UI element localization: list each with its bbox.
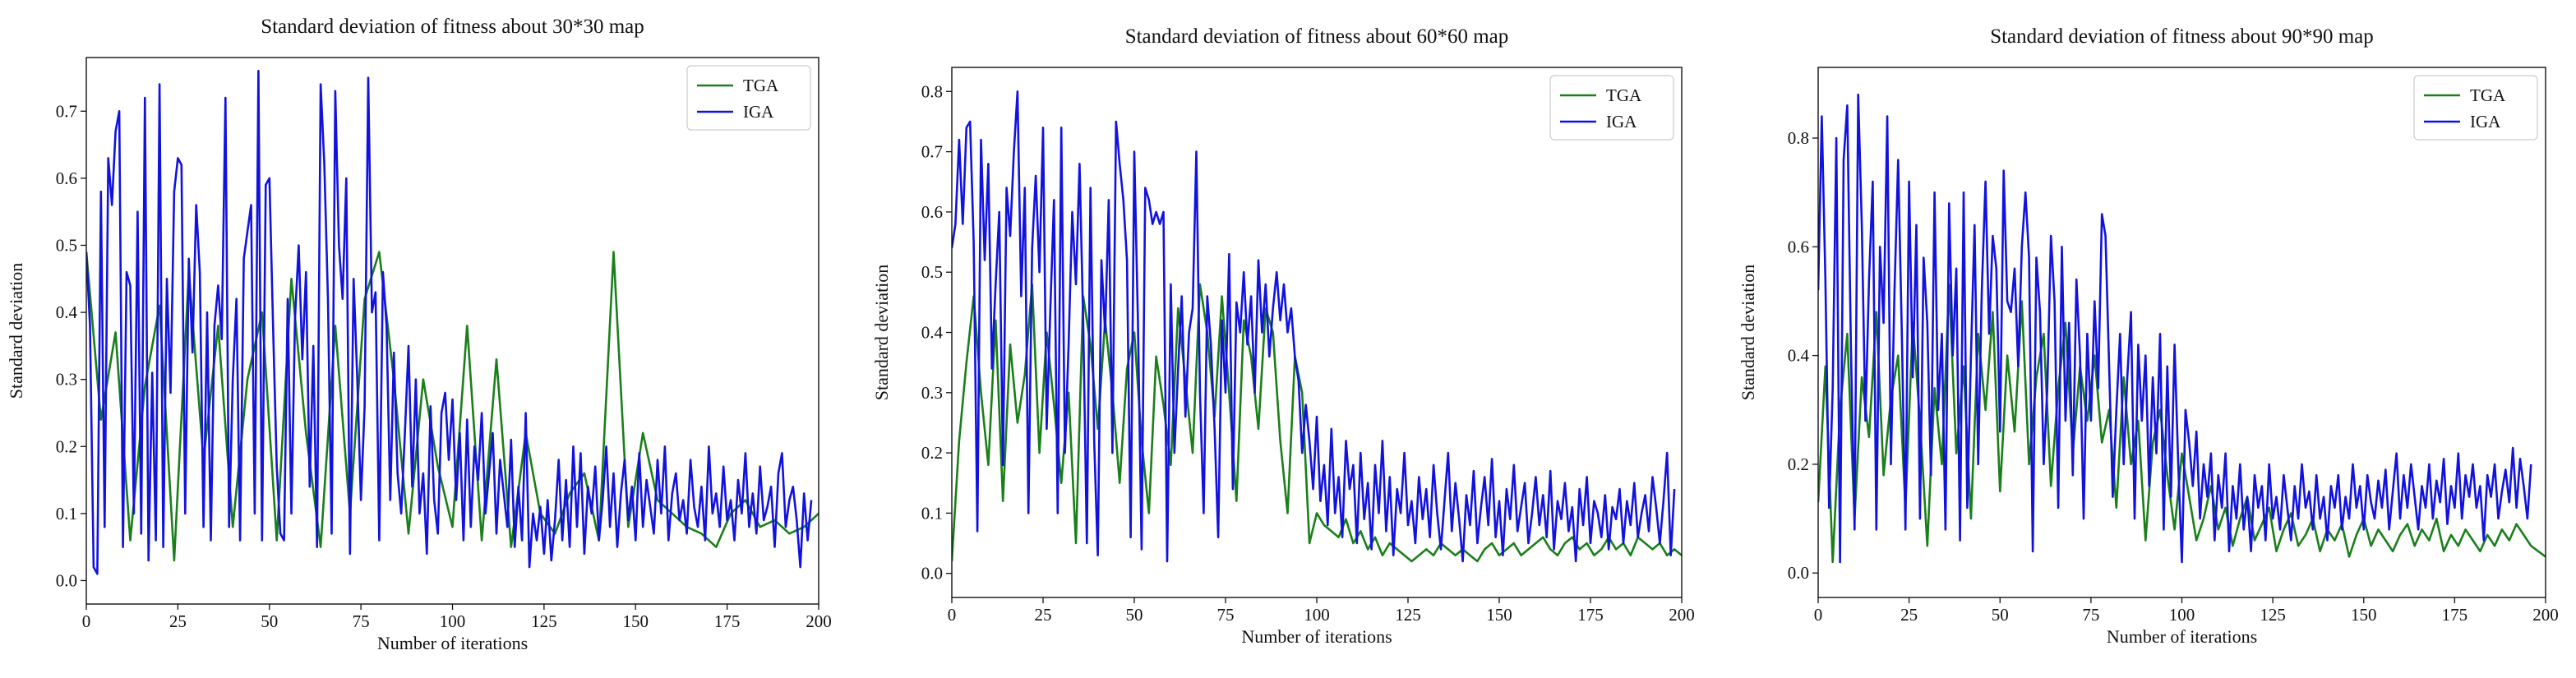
x-tick-label: 200 [2532, 605, 2559, 625]
y-tick-label: 0.5 [56, 235, 77, 255]
x-tick-label: 100 [2169, 605, 2195, 625]
y-tick-label: 0.2 [921, 443, 943, 463]
x-axis-label: Number of iterations [377, 633, 528, 653]
x-tick-label: 0 [82, 611, 91, 631]
series-group [952, 90, 1682, 563]
y-tick-label: 0.6 [1788, 237, 1809, 256]
x-tick-label: 100 [1304, 605, 1330, 625]
series-group [1818, 93, 2546, 564]
y-tick-label: 0.0 [56, 570, 77, 590]
chart-90x90: Standard deviation of fitness about 90*9… [1718, 0, 2576, 678]
x-tick-label: 50 [261, 611, 278, 631]
legend-label-tga: TGA [743, 76, 779, 95]
x-tick-label: 25 [1035, 605, 1052, 625]
x-tick-label: 150 [1486, 605, 1512, 625]
series-line-tga [952, 283, 1682, 563]
x-tick-label: 150 [623, 611, 649, 631]
x-tick-label: 125 [531, 611, 557, 631]
y-tick-label: 0.3 [921, 383, 943, 403]
x-tick-label: 50 [1992, 605, 2009, 625]
chart-30x30: Standard deviation of fitness about 30*3… [0, 0, 859, 678]
legend-label-iga: IGA [743, 102, 774, 122]
x-tick-label: 125 [2260, 605, 2286, 625]
x-tick-label: 75 [2082, 605, 2099, 625]
y-axis-label: Standard deviation [6, 263, 26, 399]
x-axis-label: Number of iterations [2107, 626, 2257, 647]
chart-60x60: Standard deviation of fitness about 60*6… [859, 0, 1718, 678]
chart-title: Standard deviation of fitness about 90*9… [1990, 25, 2374, 48]
y-tick-label: 0.5 [921, 262, 943, 282]
x-tick-label: 175 [2442, 605, 2468, 625]
legend-label-tga: TGA [2470, 85, 2506, 105]
y-tick-label: 0.8 [1788, 128, 1809, 148]
legend: TGA IGA [2413, 75, 2538, 141]
y-tick-label: 0.1 [921, 503, 943, 523]
legend: TGA IGA [686, 65, 811, 131]
y-tick-label: 0.4 [921, 323, 944, 343]
chart-svg: Standard deviation of fitness about 90*9… [1738, 25, 2559, 647]
x-tick-label: 75 [353, 611, 370, 631]
x-tick-label: 150 [2351, 605, 2377, 625]
x-tick-label: 200 [806, 611, 832, 631]
legend-box [1549, 75, 1674, 141]
y-tick-label: 0.2 [1788, 454, 1809, 474]
y-tick-label: 0.6 [56, 168, 77, 188]
x-tick-label: 200 [1669, 605, 1695, 625]
x-tick-label: 0 [1814, 605, 1823, 625]
x-tick-label: 175 [714, 611, 741, 631]
y-tick-label: 0.2 [56, 436, 77, 456]
y-tick-label: 0.8 [921, 81, 943, 101]
y-tick-label: 0.7 [921, 142, 943, 162]
chart-title: Standard deviation of fitness about 30*3… [261, 16, 644, 38]
y-axis-label: Standard deviation [1738, 265, 1758, 401]
y-tick-label: 0.0 [921, 564, 943, 583]
x-axis-label: Number of iterations [1241, 626, 1392, 647]
x-tick-label: 175 [1577, 605, 1604, 625]
x-tick-label: 100 [440, 611, 466, 631]
y-tick-label: 0.0 [1788, 563, 1809, 583]
x-tick-label: 75 [1217, 605, 1235, 625]
chart-svg: Standard deviation of fitness about 30*3… [6, 16, 832, 653]
x-tick-label: 50 [1126, 605, 1143, 625]
y-tick-label: 0.7 [56, 101, 77, 121]
legend-label-iga: IGA [2470, 112, 2501, 131]
y-tick-label: 0.6 [921, 202, 943, 222]
y-tick-label: 0.4 [1788, 346, 1810, 366]
y-axis-label: Standard deviation [871, 265, 892, 401]
legend-label-iga: IGA [1606, 112, 1637, 131]
x-tick-label: 25 [169, 611, 187, 631]
series-line-tga [1818, 284, 2546, 564]
y-tick-label: 0.1 [56, 504, 77, 523]
series-line-iga [1818, 93, 2532, 564]
chart-svg: Standard deviation of fitness about 60*6… [871, 25, 1695, 647]
legend-box [686, 65, 811, 131]
x-tick-label: 0 [948, 605, 957, 625]
series-group [86, 70, 819, 575]
legend-box [2413, 75, 2538, 141]
series-line-iga [952, 90, 1676, 563]
legend-label-tga: TGA [1606, 85, 1642, 105]
y-tick-label: 0.4 [56, 302, 78, 322]
chart-title: Standard deviation of fitness about 60*6… [1125, 25, 1509, 48]
legend: TGA IGA [1549, 75, 1674, 141]
y-tick-label: 0.3 [56, 370, 77, 390]
series-line-iga [86, 70, 813, 575]
x-tick-label: 125 [1395, 605, 1421, 625]
x-tick-label: 25 [1900, 605, 1918, 625]
